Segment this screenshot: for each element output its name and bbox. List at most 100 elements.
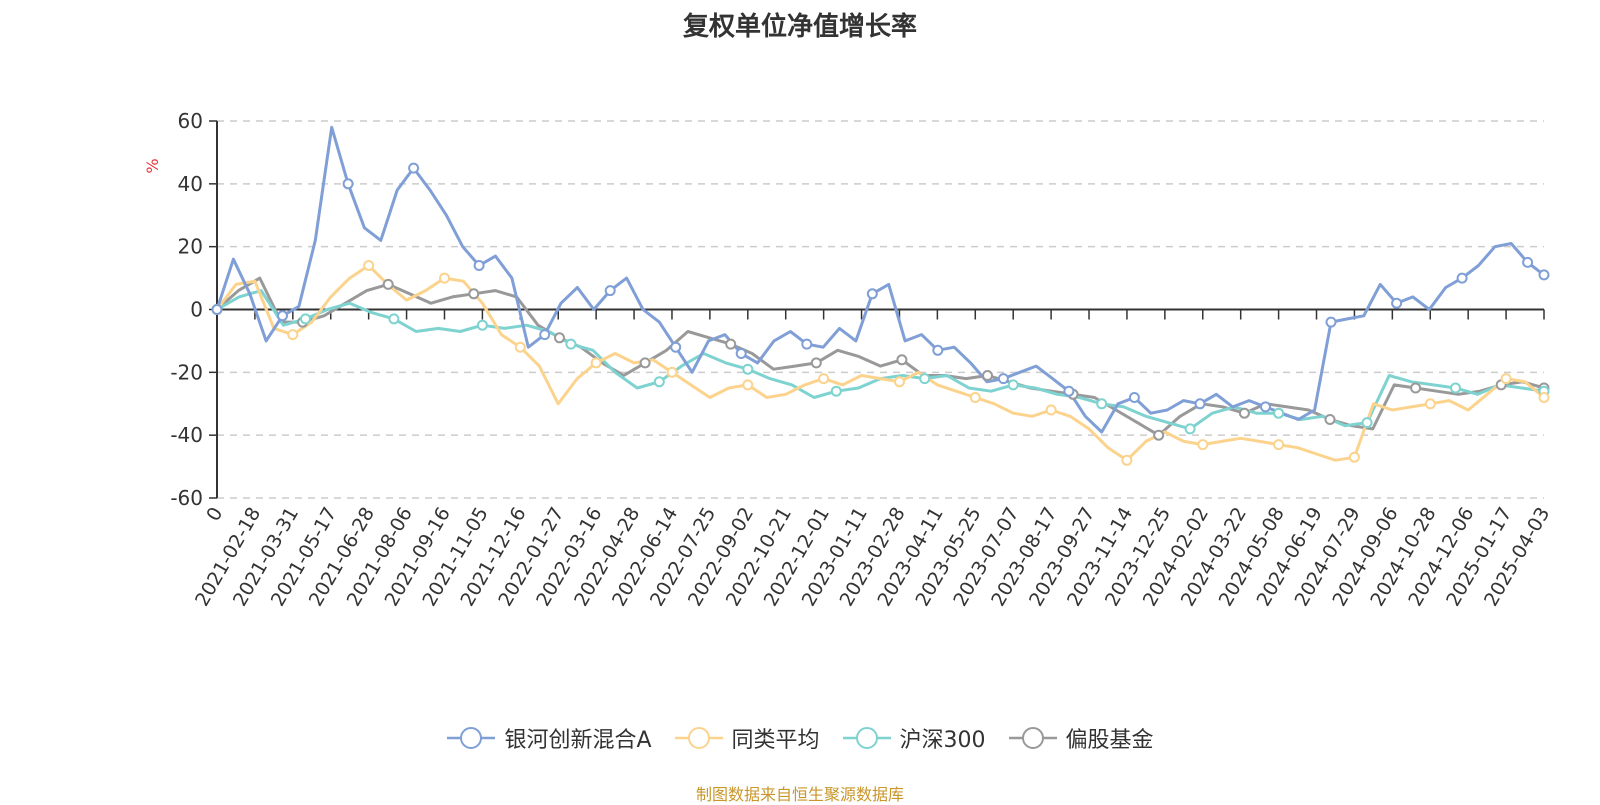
y-tick-label: 60 [178, 109, 203, 133]
series-marker-2 [476, 319, 488, 331]
series-marker-2 [1096, 398, 1108, 410]
chart-title: 复权单位净值增长率 [682, 12, 917, 42]
legend-item[interactable]: 银河创新混合A [446, 722, 652, 754]
series-line-0[interactable] [215, 125, 1545, 434]
series-marker-1 [818, 373, 830, 385]
source-note: 制图数据来自恒生聚源数据库 [695, 785, 904, 804]
series-line-1[interactable] [215, 264, 1545, 462]
series-lines[interactable] [215, 125, 1545, 462]
series-marker-1 [1273, 439, 1285, 451]
series-marker-1 [1538, 392, 1550, 403]
grid-lines [217, 120, 1544, 499]
legend-item[interactable]: 沪深300 [842, 722, 986, 754]
y-tick-label: 40 [178, 172, 203, 196]
series-marker-3 [982, 370, 993, 381]
legend-label: 同类平均 [731, 728, 820, 753]
series-marker-2 [1361, 417, 1373, 429]
series-marker-3 [382, 278, 394, 290]
series-marker-1 [1500, 373, 1512, 385]
series-marker-1 [1045, 404, 1057, 416]
axes: 6040200-20-40-60%02021-02-182021-03-3120… [143, 109, 1554, 610]
series-marker-1 [742, 379, 754, 391]
y-tick-label: -20 [170, 360, 203, 384]
legend-label: 银河创新混合A [504, 728, 652, 753]
series-marker-1 [439, 272, 450, 284]
series-marker-1 [969, 392, 981, 403]
y-tick-label: -60 [170, 486, 203, 510]
series-marker-3 [725, 338, 737, 350]
series-marker-0 [1456, 272, 1468, 284]
series-marker-2 [830, 385, 842, 397]
series-marker-0 [539, 329, 551, 341]
series-marker-0 [473, 260, 485, 271]
series-marker-0 [735, 348, 747, 359]
series-marker-1 [1121, 454, 1133, 466]
series-marker-2 [1007, 379, 1019, 391]
series-marker-3 [1238, 407, 1250, 419]
series-marker-0 [1522, 256, 1534, 268]
series-marker-2 [1184, 423, 1196, 435]
series-marker-3 [896, 354, 908, 366]
y-tick-label: 20 [178, 235, 203, 259]
x-tick-label: 0 [202, 504, 227, 525]
series-marker-1 [666, 366, 678, 378]
series-marker-2 [300, 313, 311, 325]
series-marker-1 [1348, 451, 1360, 463]
y-tick-label: -40 [170, 423, 203, 447]
series-marker-1 [590, 357, 602, 369]
series-line-3[interactable] [216, 276, 1545, 437]
series-marker-1 [894, 376, 905, 388]
series-marker-2 [653, 376, 665, 388]
y-axis-unit: % [143, 158, 162, 173]
series-marker-2 [919, 373, 931, 385]
series-marker-0 [1391, 297, 1403, 309]
legend-line-circle-icon [674, 727, 723, 749]
series-marker-0 [670, 341, 682, 353]
series-marker-0 [801, 338, 813, 350]
series-marker-0 [408, 162, 420, 174]
series-marker-3 [554, 332, 565, 344]
series-marker-0 [342, 178, 354, 190]
series-marker-0 [1128, 392, 1140, 403]
series-marker-0 [1063, 385, 1075, 397]
series-marker-2 [1450, 382, 1461, 394]
legend-item[interactable]: 偏股基金 [1008, 722, 1154, 754]
y-tick-label: 0 [190, 298, 203, 322]
legend-item[interactable]: 同类平均 [674, 722, 820, 754]
series-marker-3 [1324, 414, 1336, 425]
series-marker-2 [388, 313, 400, 325]
series-line-2[interactable] [216, 289, 1545, 431]
legend-line-circle-icon [447, 727, 496, 749]
legend-line-circle-icon [842, 727, 891, 749]
legend-label: 偏股基金 [1065, 728, 1154, 753]
series-marker-0 [866, 288, 878, 300]
legend-line-circle-icon [1008, 727, 1057, 749]
series-marker-0 [277, 310, 288, 322]
legend: 银河创新混合A 同类平均 沪深300 偏股基金 [0, 722, 1600, 754]
series-marker-3 [1410, 382, 1422, 394]
series-marker-1 [514, 341, 526, 353]
legend-label: 沪深300 [899, 728, 986, 753]
series-marker-1 [1197, 439, 1209, 451]
series-marker-0 [1538, 269, 1550, 281]
series-marker-0 [932, 344, 944, 356]
series-marker-2 [565, 338, 577, 350]
series-marker-1 [363, 260, 375, 271]
series-marker-0 [1260, 401, 1271, 413]
series-marker-1 [287, 329, 299, 341]
series-marker-1 [1424, 398, 1436, 410]
series-marker-3 [1153, 429, 1165, 441]
series-marker-0 [1194, 398, 1206, 410]
series-marker-2 [742, 363, 754, 375]
series-marker-0 [211, 304, 223, 315]
series-marker-0 [997, 373, 1009, 385]
series-marker-3 [639, 357, 651, 369]
series-marker-3 [810, 357, 822, 369]
series-marker-3 [468, 288, 480, 300]
line-chart: 6040200-20-40-60%02021-02-182021-03-3120… [143, 109, 1554, 610]
series-markers [211, 162, 1550, 466]
series-marker-0 [1325, 316, 1337, 328]
series-marker-2 [1273, 407, 1285, 419]
series-marker-0 [604, 285, 616, 297]
